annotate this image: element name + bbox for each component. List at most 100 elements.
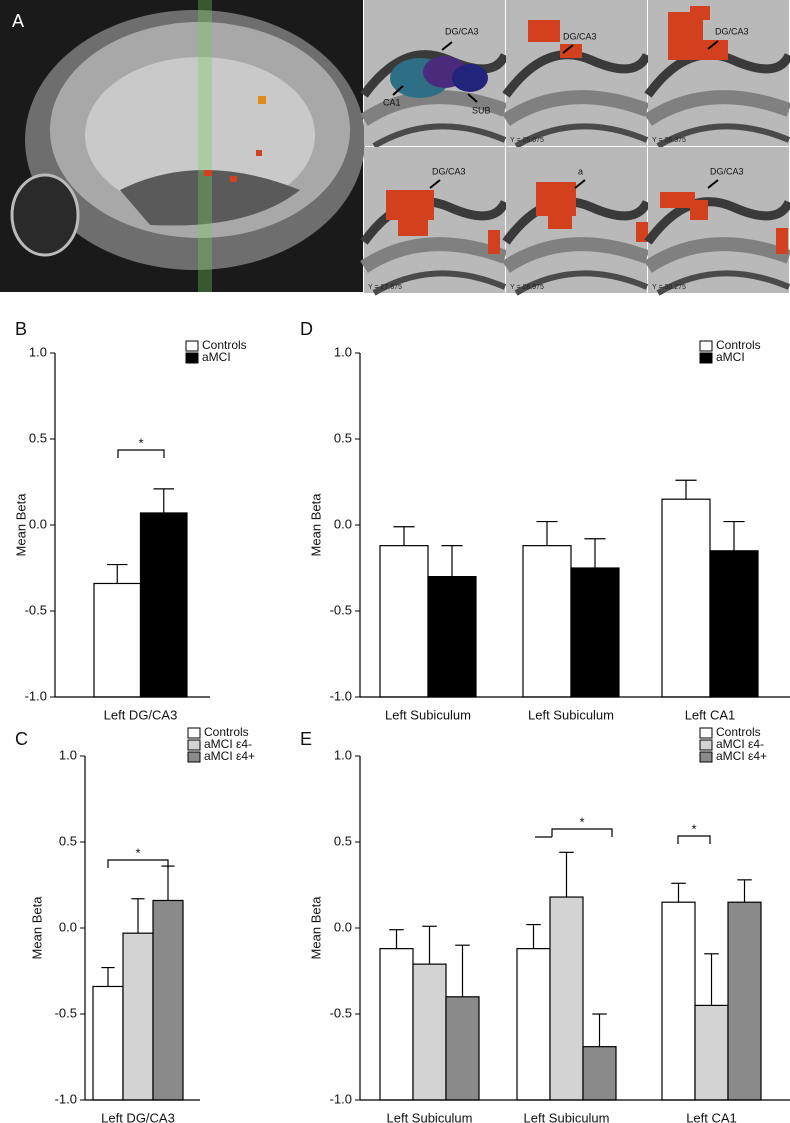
- y-tick-label: 0.0: [59, 919, 77, 934]
- slice-gray: [644, 237, 790, 273]
- arrow: [441, 41, 453, 51]
- y-tick-label: -0.5: [25, 602, 47, 617]
- activation: [668, 40, 728, 60]
- bar: [727, 901, 762, 1101]
- activation: [690, 6, 710, 20]
- y-tick-label: 1.0: [334, 747, 352, 762]
- brainstem: [120, 170, 300, 226]
- arrow: [574, 179, 586, 189]
- y-tick-label: -1.0: [55, 1091, 77, 1106]
- legend-label: aMCI: [202, 350, 231, 364]
- y-tick-label: 1.0: [29, 344, 47, 359]
- slice-label: DG/CA3: [563, 31, 597, 41]
- x-tick-label: Left DG/CA3: [101, 1110, 175, 1123]
- y-axis-label: Mean Beta: [308, 493, 323, 557]
- x-tick-label: Left CA1: [686, 1110, 737, 1123]
- bar: [549, 896, 584, 1101]
- activation: [256, 150, 262, 156]
- slice-label: DG/CA3: [715, 26, 749, 36]
- slice-label: SUB: [472, 105, 491, 115]
- y-axis-label: Mean Beta: [13, 493, 28, 557]
- y-tick-label: 0.5: [59, 833, 77, 848]
- arrow: [562, 44, 574, 54]
- slice-sulcus: [644, 197, 790, 245]
- eye: [10, 173, 80, 257]
- x-tick-label: Left Subiculum: [387, 1110, 473, 1123]
- slice-sulcus: [502, 197, 652, 245]
- slice-gray: [502, 237, 650, 273]
- brain-white-matter: [85, 57, 315, 213]
- slice-coordinate: Y = 30.275: [652, 284, 686, 291]
- x-tick-label: Left DG/CA3: [104, 707, 178, 722]
- significance-bracket: [117, 449, 165, 458]
- activation: [690, 200, 708, 220]
- y-tick-label: 1.0: [334, 344, 352, 359]
- slice-dark: [372, 123, 507, 149]
- activation: [776, 228, 788, 254]
- slice-gray: [644, 90, 790, 126]
- slice-gray: [360, 237, 508, 273]
- arrow: [429, 179, 441, 189]
- bar: [570, 567, 620, 698]
- slice-coordinate: Y = 28.975: [510, 284, 544, 291]
- bar: [516, 948, 551, 1101]
- bar: [661, 901, 696, 1101]
- significance-marker: *: [135, 845, 140, 860]
- y-axis-label: Mean Beta: [308, 896, 323, 960]
- slice-coordinate: Y = 26.375: [652, 137, 686, 144]
- bar: [412, 963, 447, 1101]
- bar: [661, 498, 711, 698]
- y-tick-label: 0.0: [334, 516, 352, 531]
- activation: [230, 176, 237, 182]
- y-tick-label: -0.5: [330, 1005, 352, 1020]
- legend-swatch: [699, 751, 713, 763]
- bar: [522, 545, 572, 698]
- bar: [379, 948, 414, 1101]
- legend-swatch: [187, 727, 201, 739]
- y-tick-label: -1.0: [25, 688, 47, 703]
- significance-bracket: [107, 859, 169, 868]
- y-tick-label: 0.0: [29, 516, 47, 531]
- bar: [122, 932, 154, 1101]
- slice-grid: DG/CA3 CA1 SUB DG/CA3 Y = 25.075 DG/CA3 Y = 26…: [360, 0, 790, 296]
- activation: [204, 170, 212, 176]
- legend-swatch: [185, 352, 199, 364]
- y-tick-label: -1.0: [330, 1091, 352, 1106]
- slice-label: CA1: [383, 97, 401, 107]
- y-axis-label: Mean Beta: [29, 896, 44, 960]
- y-tick-label: 1.0: [59, 747, 77, 762]
- activation: [548, 215, 572, 229]
- bar: [427, 575, 477, 698]
- panel-label: A: [12, 11, 24, 31]
- bar: [93, 582, 142, 698]
- bar: [709, 550, 759, 698]
- legend-swatch: [699, 340, 713, 352]
- slice-sulcus: [644, 50, 790, 98]
- legend-swatch: [187, 751, 201, 763]
- slice-label: DG/CA3: [710, 166, 744, 176]
- arrow: [707, 179, 719, 189]
- arrow: [467, 93, 478, 103]
- slice-gray: [502, 90, 650, 126]
- significance-marker: *: [691, 821, 696, 836]
- activation: [560, 44, 582, 58]
- activation: [528, 20, 560, 42]
- bar: [139, 512, 188, 698]
- slice-dark: [372, 270, 507, 296]
- legend-swatch: [699, 739, 713, 751]
- panel-label: C: [15, 729, 28, 749]
- activation: [536, 182, 576, 216]
- bar: [694, 1004, 729, 1101]
- slice-gray: [360, 90, 508, 126]
- slice-label: a: [578, 166, 583, 176]
- y-tick-label: 0.0: [334, 919, 352, 934]
- significance-marker: *: [579, 814, 584, 829]
- bar: [379, 545, 429, 698]
- legend-label: aMCI ε4+: [204, 749, 255, 763]
- x-tick-label: Left CA1: [685, 707, 736, 722]
- y-tick-label: 0.5: [29, 430, 47, 445]
- slice-coordinate: Y = 25.075: [510, 137, 544, 144]
- x-tick-label: Left Subiculum: [528, 707, 614, 722]
- roi-sub: [452, 64, 488, 92]
